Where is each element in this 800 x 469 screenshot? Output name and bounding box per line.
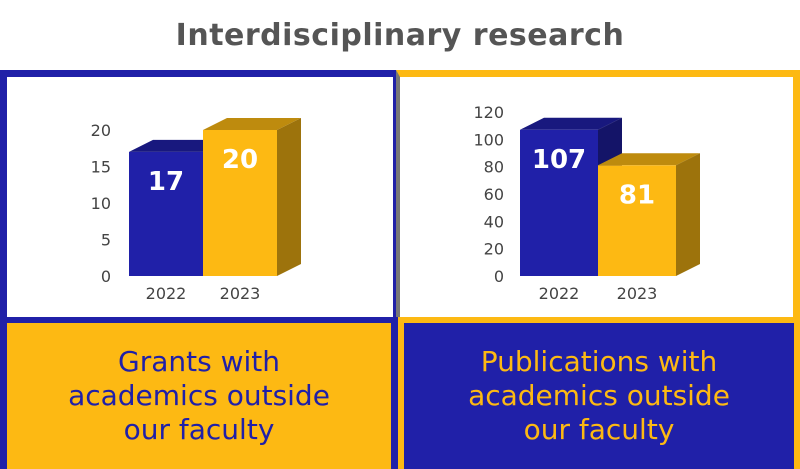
bar-top-2023 xyxy=(598,153,700,166)
data-label-2022: 107 xyxy=(532,145,586,175)
publications-caption-panel: Publications with academics outside our … xyxy=(398,317,800,469)
x-tick-label-2022: 2022 xyxy=(539,284,580,303)
grants-caption-line-3: our faculty xyxy=(123,413,275,446)
publications-caption-line-1: Publications with xyxy=(480,345,718,378)
data-label-2022: 17 xyxy=(148,167,184,197)
y-tick-label: 80 xyxy=(484,158,504,177)
y-tick-label: 5 xyxy=(101,231,111,250)
y-tick-label: 120 xyxy=(473,103,504,122)
y-tick-label: 20 xyxy=(484,240,504,259)
publications-chart-panel: 0 20 40 60 80 100 120 107 2022 81 2023 xyxy=(396,70,800,317)
publications-chart: 0 20 40 60 80 100 120 107 2022 81 2023 xyxy=(473,103,700,303)
data-label-2023: 81 xyxy=(619,180,655,210)
grants-caption: Grants with academics outside our facult… xyxy=(7,345,391,447)
y-tick-label: 40 xyxy=(484,212,504,231)
bar-top-2022 xyxy=(129,139,227,152)
publications-caption: Publications with academics outside our … xyxy=(404,345,794,447)
grants-caption-line-1: Grants with xyxy=(118,345,280,378)
bar-side-2023 xyxy=(277,118,301,276)
bar-top-2023 xyxy=(203,118,301,130)
y-tick-label: 0 xyxy=(101,267,111,286)
bar-2023 xyxy=(203,130,277,276)
grants-caption-panel: Grants with academics outside our facult… xyxy=(0,317,398,469)
page-title: Interdisciplinary research xyxy=(175,18,625,53)
bar-side-2023 xyxy=(676,153,700,276)
grants-caption-line-2: academics outside xyxy=(68,379,330,412)
publications-caption-line-3: our faculty xyxy=(523,413,675,446)
x-tick-label-2022: 2022 xyxy=(146,284,187,303)
y-tick-label: 0 xyxy=(494,267,504,286)
y-tick-label: 60 xyxy=(484,185,504,204)
x-tick-label-2023: 2023 xyxy=(617,284,658,303)
y-tick-label: 15 xyxy=(91,158,111,177)
bar-2022 xyxy=(129,151,203,276)
bar-2022 xyxy=(520,129,598,276)
y-tick-label: 20 xyxy=(91,121,111,140)
y-tick-label: 10 xyxy=(91,194,111,213)
x-tick-label-2023: 2023 xyxy=(220,284,261,303)
bar-2023 xyxy=(598,165,676,276)
grants-chart-panel: 0 5 10 15 20 17 2022 20 2023 xyxy=(0,70,400,317)
data-label-2023: 20 xyxy=(222,145,258,175)
grants-chart: 0 5 10 15 20 17 2022 20 2023 xyxy=(91,118,301,303)
y-tick-label: 100 xyxy=(473,130,504,149)
publications-caption-line-2: academics outside xyxy=(468,379,730,412)
bar-top-2022 xyxy=(520,117,622,130)
